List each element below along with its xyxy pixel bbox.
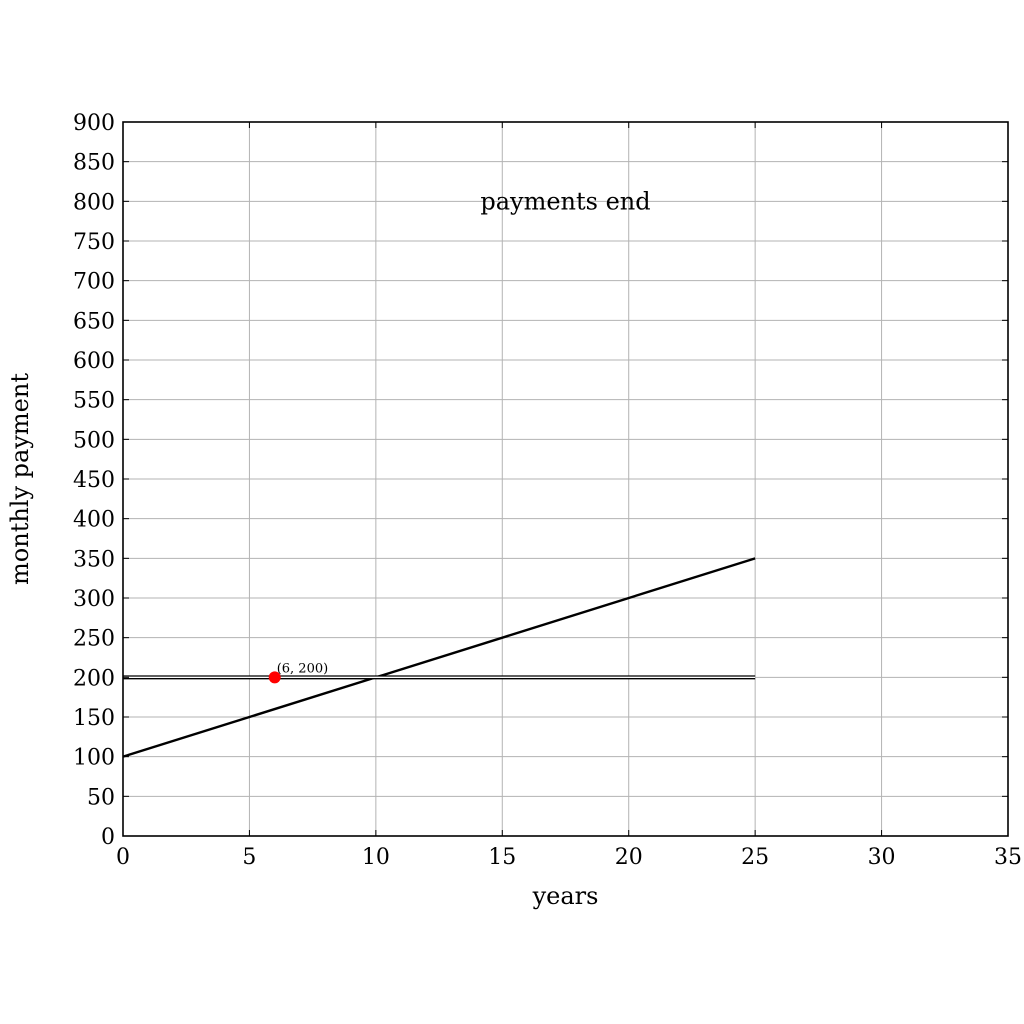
y-tick-label: 450 — [73, 468, 115, 493]
x-tick-label: 5 — [242, 845, 256, 870]
y-tick-label: 100 — [73, 746, 115, 771]
y-tick-label: 200 — [73, 666, 115, 691]
data-point-label: (6, 200) — [277, 661, 329, 676]
y-tick-label: 50 — [87, 785, 115, 810]
x-tick-label: 20 — [615, 845, 643, 870]
y-tick-label: 400 — [73, 508, 115, 533]
x-tick-label: 15 — [488, 845, 516, 870]
data-point-marker — [268, 671, 281, 684]
x-tick-label: 10 — [362, 845, 390, 870]
x-tick-label: 30 — [868, 845, 896, 870]
x-tick-label: 35 — [994, 845, 1022, 870]
x-axis-label: years — [532, 882, 599, 910]
series-layer — [122, 557, 756, 758]
y-tick-label: 500 — [73, 428, 115, 453]
y-tick-label: 0 — [101, 825, 115, 850]
y-tick-label: 850 — [73, 151, 115, 176]
ticks: 0 5 10 15 20 25 30 3505010015020025030035040045… — [73, 111, 1022, 870]
annotation-payments-end: payments end — [480, 187, 650, 215]
y-tick-label: 700 — [73, 270, 115, 295]
y-tick-label: 350 — [73, 547, 115, 572]
x-tick-label: 25 — [741, 845, 769, 870]
points-layer: (6, 200) — [268, 661, 329, 684]
y-axis-label: monthly payment — [6, 373, 34, 585]
y-tick-label: 300 — [73, 587, 115, 612]
y-tick-label: 150 — [73, 706, 115, 731]
y-tick-label: 750 — [73, 230, 115, 255]
grid — [122, 121, 1009, 837]
x-tick-label: 0 — [116, 845, 130, 870]
y-tick-label: 650 — [73, 309, 115, 334]
y-tick-label: 600 — [73, 349, 115, 374]
y-tick-label: 250 — [73, 627, 115, 652]
y-tick-label: 900 — [73, 111, 115, 136]
y-tick-label: 550 — [73, 389, 115, 414]
y-tick-label: 800 — [73, 190, 115, 215]
series-line-0 — [122, 557, 756, 758]
